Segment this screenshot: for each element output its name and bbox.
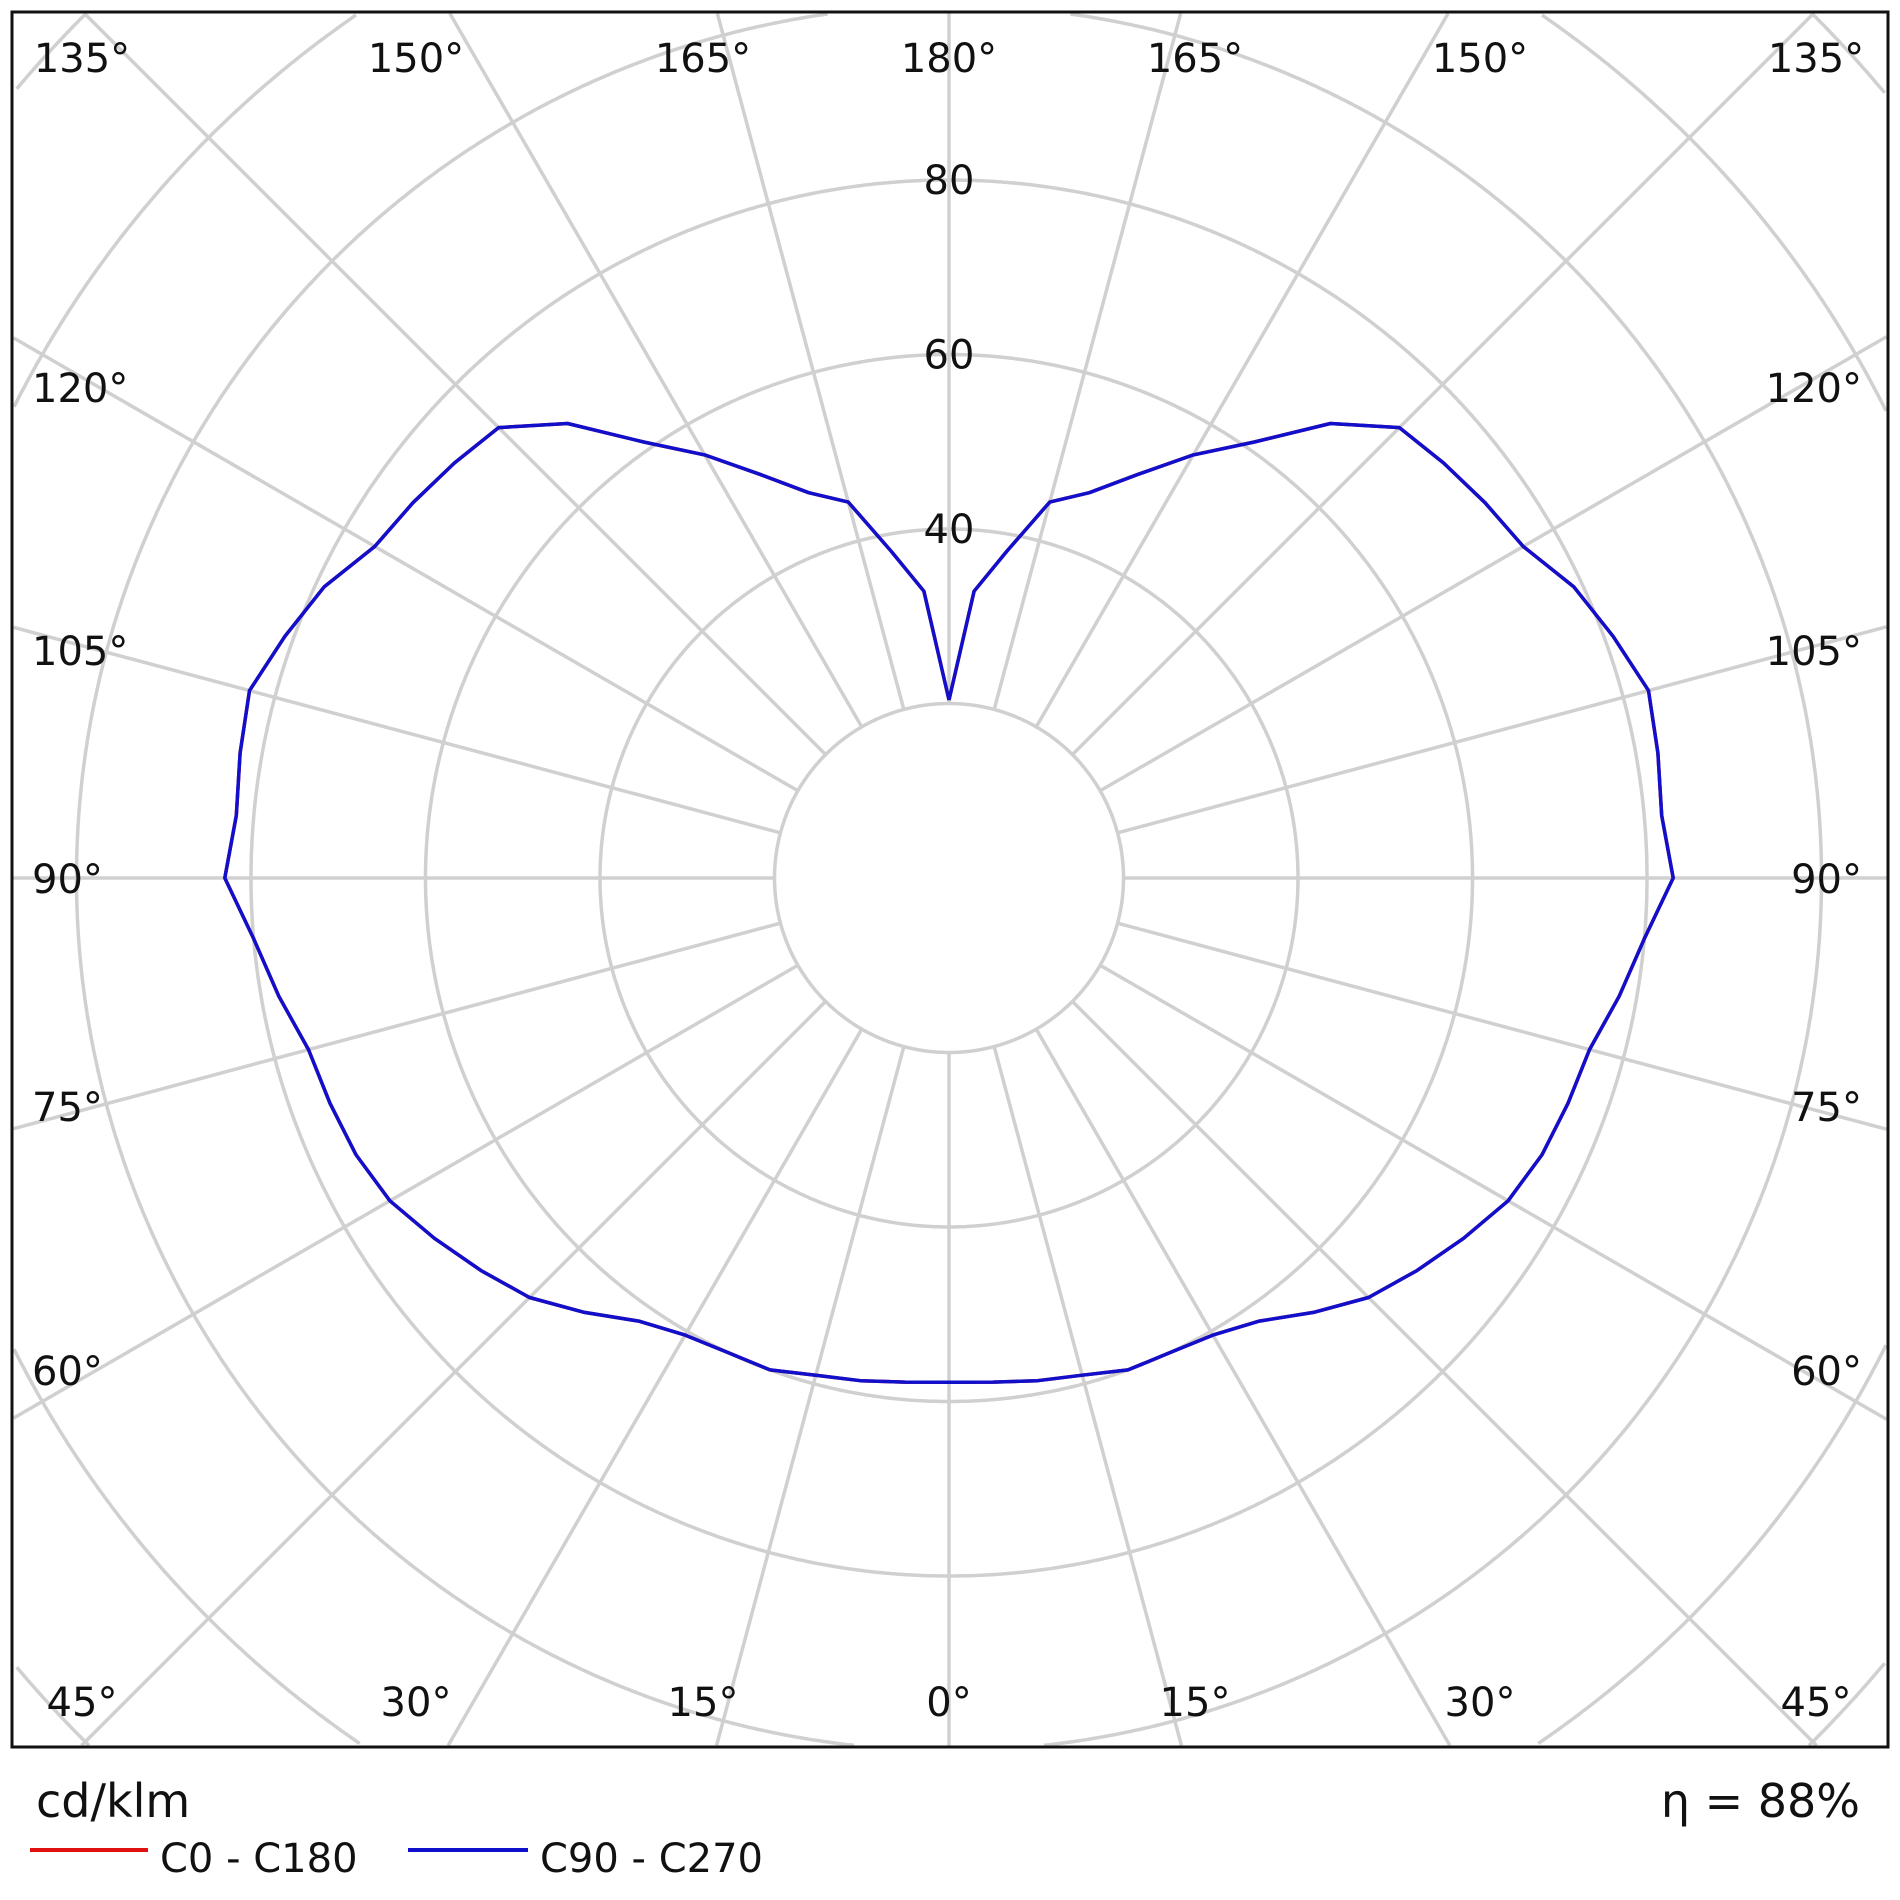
angle-label-left: 120°: [32, 366, 128, 412]
grid-ring: [1807, 1662, 1887, 1747]
grid-spoke: [1117, 921, 1887, 1131]
angle-label-left: 60°: [32, 1349, 103, 1395]
grid-spoke: [1034, 12, 1450, 728]
grid-spoke: [448, 12, 864, 728]
grid-spoke: [1071, 1000, 1818, 1747]
angle-labels: 135° 150° 165° 180° 165° 150° 135° 45° 30° 15° 0° 1…: [32, 36, 1864, 1726]
radial-tick-label: 40: [924, 507, 975, 553]
angle-label-bottom: 0°: [926, 1680, 971, 1726]
efficiency-label: η = 88%: [1661, 1774, 1860, 1828]
grid-spoke: [992, 13, 1183, 710]
grid-ring: [1541, 13, 1888, 412]
grid-spoke: [12, 336, 799, 793]
angle-label-bottom: 15°: [668, 1680, 739, 1726]
grid-spoke: [446, 1028, 864, 1747]
angle-label-right: 60°: [1791, 1349, 1862, 1395]
grid-ring: [1537, 1344, 1888, 1745]
angle-label-bottom: 45°: [47, 1680, 118, 1726]
grid-spoke: [1099, 335, 1888, 793]
angle-label-bottom: 30°: [381, 1680, 452, 1726]
angle-label-right: 105°: [1766, 629, 1862, 675]
legend-label-c0: C0 - C180: [160, 1836, 358, 1882]
angle-label-bottom: 45°: [1781, 1680, 1852, 1726]
angle-label-top: 165°: [1147, 36, 1243, 82]
radial-tick-label: 80: [924, 158, 975, 204]
angle-label-bottom: 15°: [1160, 1680, 1231, 1726]
curves: [223, 421, 1675, 1385]
chart-frame: [10, 10, 1890, 1749]
angle-label-right: 75°: [1791, 1085, 1862, 1131]
grid-ring: [74, 12, 855, 1748]
grid-spoke: [80, 1000, 827, 1747]
radial-tick-label: 60: [924, 333, 975, 379]
angle-label-left: 75°: [32, 1085, 103, 1131]
grid-ring: [772, 701, 1126, 1055]
angle-label-top: 180°: [901, 36, 997, 82]
grid-spoke: [13, 921, 781, 1131]
grid-ring: [12, 1348, 361, 1745]
angle-label-top: 150°: [368, 36, 464, 82]
grid-spoke: [1034, 1028, 1452, 1747]
angle-label-top: 135°: [1768, 36, 1864, 82]
angle-label-right: 120°: [1766, 366, 1862, 412]
grid-ring: [15, 13, 87, 90]
grid-ring: [15, 1666, 91, 1747]
grid-spoke: [992, 1046, 1184, 1746]
grid-spoke: [1099, 963, 1888, 1421]
angle-label-right: 90°: [1791, 857, 1862, 903]
grid-spoke: [13, 625, 781, 835]
angle-label-left: 105°: [32, 629, 128, 675]
angle-label-top: 150°: [1432, 36, 1528, 82]
legend-label-c90: C90 - C270: [540, 1836, 763, 1882]
grid-spoke: [83, 12, 827, 756]
angle-label-left: 90°: [32, 857, 103, 903]
grid-spoke: [714, 1046, 906, 1746]
grid-spoke: [1071, 12, 1815, 756]
polar-grid: 40 60 80: [12, 12, 1888, 1748]
angle-label-bottom: 30°: [1445, 1680, 1516, 1726]
grid-spoke: [1117, 625, 1887, 835]
grid-ring: [12, 13, 357, 408]
grid-ring: [1811, 13, 1887, 94]
grid-spoke: [12, 963, 799, 1420]
curve-c90-c270: [223, 421, 1675, 1385]
grid-ring: [1043, 12, 1824, 1748]
unit-label: cd/klm: [36, 1774, 190, 1828]
grid-spoke: [715, 13, 906, 710]
angle-label-top: 165°: [655, 36, 751, 82]
angle-label-top: 135°: [34, 36, 130, 82]
